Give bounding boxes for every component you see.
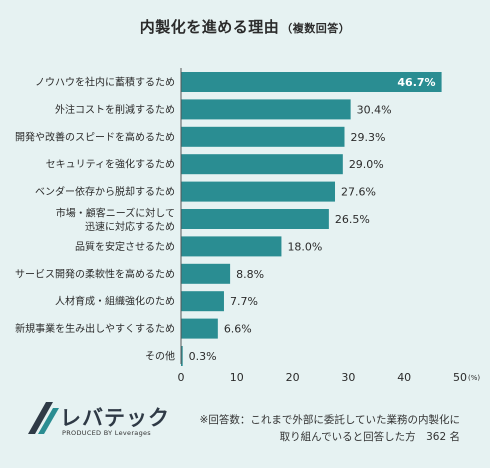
category-label: サービス開発の柔軟性を高めるため xyxy=(15,267,175,280)
bar xyxy=(181,72,442,92)
category-label: 開発や改善のスピードを高めるため xyxy=(15,130,175,143)
chart-title: 内製化を進める理由 （複数回答） xyxy=(0,16,490,37)
footnote-line-2: 取り組んでいると回答した方 362 名 xyxy=(279,431,460,443)
category-label: 新規事業を生み出しやすくするため xyxy=(15,322,175,335)
value-label: 6.6% xyxy=(224,323,252,336)
x-tick-label: 20 xyxy=(286,371,300,384)
value-label: 18.0% xyxy=(287,240,322,253)
logo-tagline: PRODUCED BY Leverages xyxy=(62,429,151,437)
footnote-line-1: ※回答数：これまで外部に委託していた業務の内製化に xyxy=(199,414,460,426)
bar xyxy=(181,291,224,312)
bar xyxy=(181,209,329,229)
bar xyxy=(181,263,231,284)
value-label: 29.3% xyxy=(350,131,385,144)
value-label: 27.6% xyxy=(341,186,376,199)
value-label: 8.8% xyxy=(236,268,264,281)
value-label: 46.7% xyxy=(397,76,435,89)
logo-mark-icon xyxy=(28,402,59,434)
category-label: 外注コストを削減するため xyxy=(55,103,175,116)
category-label: その他 xyxy=(145,350,175,363)
value-label: 26.5% xyxy=(335,213,370,226)
category-label: 品質を安定させるため xyxy=(75,240,175,253)
category-label: ノウハウを社内に蓄積するため xyxy=(35,76,175,89)
chart-title-text: 内製化を進める理由 xyxy=(139,18,280,36)
bar xyxy=(181,236,282,257)
value-label: 7.7% xyxy=(230,295,258,308)
bar-chart: ノウハウを社内に蓄積するため 46.7% 外注コストを削減するため 30.4% 開発や改… xyxy=(15,68,480,384)
company-logo: レバテック PRODUCED BY Leverages xyxy=(26,402,176,442)
value-label: 29.0% xyxy=(349,158,384,171)
value-label: 30.4% xyxy=(357,103,392,116)
x-tick-label: 0 xyxy=(178,371,185,384)
x-unit-label: (%) xyxy=(468,374,480,382)
category-label: 市場・顧客ニーズに対して迅速に対応するため xyxy=(56,207,175,234)
bar xyxy=(181,318,218,339)
bar xyxy=(181,99,351,120)
category-label: ベンダー依存から脱却するため xyxy=(35,185,175,198)
bar xyxy=(181,126,345,147)
chart-subtitle: （複数回答） xyxy=(281,22,351,35)
x-tick-label: 40 xyxy=(397,371,411,384)
logo-wordmark: レバテック xyxy=(60,406,170,430)
x-tick-label: 10 xyxy=(230,371,244,384)
x-tick-label: 50 xyxy=(453,371,467,384)
category-label: セキュリティを強化するため xyxy=(46,158,175,171)
bar xyxy=(181,346,183,366)
bar xyxy=(181,154,343,175)
category-label: 人材育成・組織強化のため xyxy=(55,295,175,308)
bar xyxy=(181,181,336,202)
value-label: 0.3% xyxy=(189,350,217,363)
footnote: ※回答数：これまで外部に委託していた業務の内製化に 取り組んでいると回答した方 … xyxy=(160,412,460,446)
x-tick-label: 30 xyxy=(341,371,355,384)
